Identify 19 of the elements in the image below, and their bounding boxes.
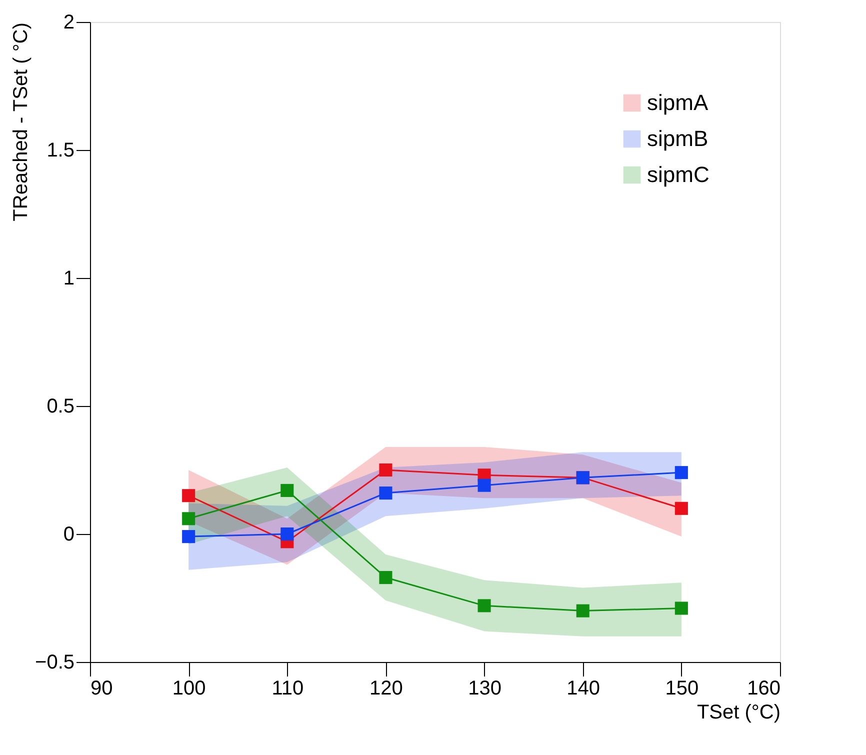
x-axis-title: TSet (°C): [696, 702, 780, 724]
y-axis-title: TReached - TSet ( °C): [10, 22, 32, 222]
x-tick-label: 160: [747, 678, 780, 700]
legend-label: sipmA: [647, 90, 708, 115]
y-tick-label: −0.5: [35, 652, 74, 674]
y-tick-label: 1.5: [46, 140, 74, 162]
x-tick-label: 130: [468, 678, 502, 700]
x-tick-label: 100: [172, 678, 206, 700]
y-tick-label: 0: [63, 524, 74, 546]
x-tick-label: 150: [665, 678, 699, 700]
x-tick-label: 140: [566, 678, 600, 700]
x-tick-label: 120: [370, 678, 403, 700]
x-tick-label: 110: [272, 678, 304, 700]
legend-label: sipmB: [647, 126, 708, 151]
legend-label: sipmC: [647, 162, 710, 187]
y-tick-label: 0.5: [46, 396, 74, 418]
x-tick-label: 90: [90, 678, 113, 700]
y-tick-label: 1: [63, 268, 74, 290]
y-tick-label: 2: [63, 12, 74, 34]
